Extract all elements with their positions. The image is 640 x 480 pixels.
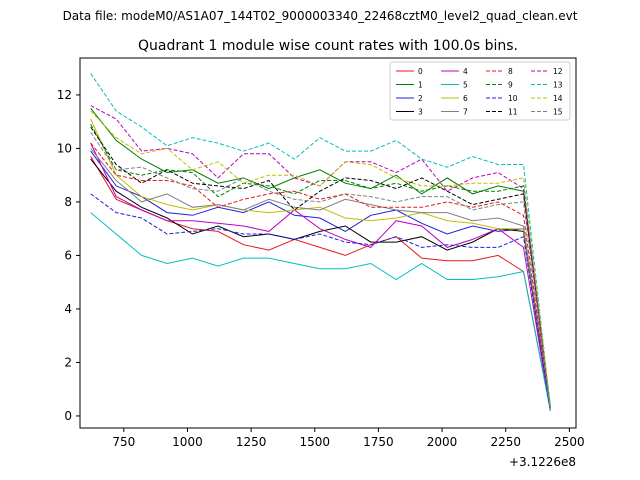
x-tick-label: 750: [112, 435, 135, 449]
legend-label: 14: [553, 94, 563, 103]
legend-label: 3: [418, 108, 423, 117]
series-line-10: [90, 193, 551, 411]
legend-label: 8: [508, 67, 513, 76]
series-line-11: [90, 126, 551, 408]
plot-frame: [79, 57, 577, 429]
legend-label: 11: [508, 108, 518, 117]
series-line-0: [90, 156, 551, 410]
legend-label: 2: [418, 94, 423, 103]
x-tick-label: 1250: [236, 435, 267, 449]
legend-label: 13: [553, 81, 563, 90]
series-line-7: [90, 148, 551, 410]
x-axis: 750 1000 1250 1500 1750 2000 2250 2500: [112, 428, 585, 449]
x-offset-label: +3.1226e8: [509, 455, 576, 469]
plot-lines: [90, 73, 551, 411]
series-line-6: [90, 118, 551, 408]
x-tick-label: 2250: [490, 435, 521, 449]
x-tick-label: 1000: [172, 435, 203, 449]
y-tick-label: 4: [64, 302, 72, 316]
legend-frame: [389, 61, 571, 121]
legend-label: 0: [418, 67, 423, 76]
y-axis: 0 2 4 6 8 10 12: [57, 88, 80, 423]
legend-label: 12: [553, 67, 563, 76]
series-line-13: [90, 73, 551, 408]
data-file-suptitle: Data file: modeM0/AS1A07_144T02_90000033…: [63, 9, 578, 23]
series-line-8: [90, 142, 551, 410]
x-tick-label: 1500: [299, 435, 330, 449]
series-line-4: [90, 142, 551, 411]
y-tick-label: 0: [64, 409, 72, 423]
series-line-15: [90, 132, 551, 410]
series-line-3: [90, 158, 551, 411]
legend-label: 10: [508, 94, 518, 103]
y-tick-label: 6: [64, 248, 72, 262]
series-line-9: [90, 124, 551, 408]
series-line-2: [90, 150, 551, 408]
series-line-1: [90, 107, 551, 406]
series-line-12: [90, 105, 551, 408]
legend-label: 9: [508, 81, 513, 90]
y-tick-label: 2: [64, 355, 72, 369]
legend-label: 6: [463, 94, 468, 103]
legend-label: 5: [463, 81, 468, 90]
legend-label: 7: [463, 108, 468, 117]
series-line-5: [90, 212, 551, 411]
x-tick-label: 2000: [427, 435, 458, 449]
series-line-14: [90, 110, 551, 406]
legend-label: 1: [418, 81, 423, 90]
x-tick-label: 1750: [363, 435, 394, 449]
legend-label: 15: [553, 108, 563, 117]
x-tick-label: 2500: [554, 435, 585, 449]
legend-label: 4: [463, 67, 468, 76]
y-tick-label: 12: [57, 88, 72, 102]
chart-title: Quadrant 1 module wise count rates with …: [138, 38, 518, 54]
y-tick-label: 8: [64, 195, 72, 209]
y-tick-label: 10: [57, 141, 72, 155]
